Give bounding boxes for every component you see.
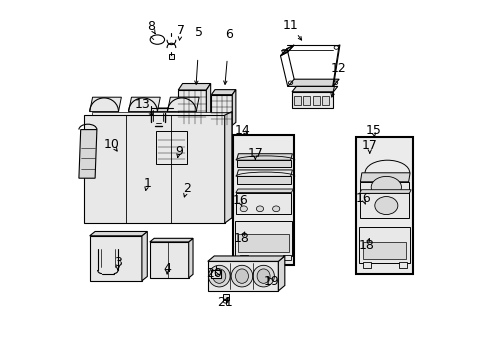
- Text: 7: 7: [177, 24, 184, 37]
- Ellipse shape: [208, 265, 230, 287]
- Polygon shape: [360, 173, 409, 182]
- Polygon shape: [178, 90, 206, 124]
- Polygon shape: [235, 193, 291, 214]
- Polygon shape: [156, 131, 186, 164]
- Text: 6: 6: [225, 28, 233, 41]
- Polygon shape: [236, 154, 292, 160]
- Polygon shape: [238, 234, 288, 252]
- Polygon shape: [232, 90, 235, 125]
- Polygon shape: [149, 238, 193, 242]
- Polygon shape: [280, 45, 294, 56]
- Bar: [321, 96, 328, 105]
- Polygon shape: [89, 97, 121, 112]
- Text: 14: 14: [234, 124, 250, 137]
- Polygon shape: [149, 242, 188, 278]
- Text: 11: 11: [282, 19, 298, 32]
- Text: 8: 8: [146, 20, 155, 33]
- Text: 20: 20: [205, 267, 222, 280]
- Bar: [312, 96, 319, 105]
- Polygon shape: [278, 256, 284, 291]
- Polygon shape: [154, 108, 175, 112]
- Text: 16: 16: [355, 192, 370, 205]
- Ellipse shape: [374, 197, 397, 215]
- Text: 13: 13: [135, 98, 150, 111]
- Text: 18: 18: [233, 232, 249, 245]
- Text: 2: 2: [183, 182, 190, 195]
- Polygon shape: [236, 160, 290, 167]
- Polygon shape: [178, 84, 210, 90]
- Polygon shape: [280, 45, 294, 56]
- Polygon shape: [206, 84, 210, 124]
- Text: 21: 21: [217, 296, 232, 309]
- Text: 1: 1: [143, 177, 151, 190]
- Bar: [283, 255, 291, 260]
- Text: 19: 19: [263, 275, 279, 288]
- Polygon shape: [236, 176, 290, 184]
- Polygon shape: [211, 90, 235, 95]
- Ellipse shape: [212, 269, 225, 283]
- Polygon shape: [91, 112, 231, 218]
- Text: 3: 3: [114, 256, 122, 269]
- Bar: [399, 262, 407, 268]
- Bar: [355, 137, 412, 274]
- Polygon shape: [291, 86, 337, 92]
- Text: 12: 12: [330, 62, 346, 75]
- Bar: [362, 262, 370, 268]
- Polygon shape: [142, 231, 147, 281]
- Polygon shape: [207, 261, 278, 291]
- Text: 16: 16: [232, 194, 247, 207]
- Polygon shape: [358, 227, 409, 263]
- Polygon shape: [359, 193, 408, 218]
- Polygon shape: [84, 115, 224, 223]
- Polygon shape: [291, 92, 333, 108]
- Bar: [223, 294, 228, 300]
- Polygon shape: [362, 242, 406, 259]
- Text: 18: 18: [358, 239, 374, 252]
- Polygon shape: [236, 170, 292, 176]
- Polygon shape: [128, 97, 160, 112]
- Bar: [303, 96, 310, 105]
- Text: 17: 17: [247, 147, 263, 160]
- Text: 5: 5: [195, 26, 203, 39]
- Ellipse shape: [370, 176, 401, 198]
- Polygon shape: [235, 189, 293, 193]
- Polygon shape: [360, 182, 408, 194]
- Polygon shape: [224, 112, 231, 223]
- Text: 15: 15: [365, 124, 381, 137]
- Polygon shape: [89, 236, 142, 281]
- Bar: [211, 270, 221, 278]
- Ellipse shape: [256, 206, 263, 212]
- Bar: [293, 96, 301, 105]
- Text: 17: 17: [361, 139, 377, 152]
- Bar: [240, 255, 247, 260]
- Polygon shape: [188, 238, 193, 278]
- Polygon shape: [79, 130, 97, 178]
- Bar: [168, 54, 174, 59]
- Text: 10: 10: [104, 138, 120, 150]
- Ellipse shape: [235, 269, 248, 283]
- Ellipse shape: [272, 206, 279, 212]
- Polygon shape: [287, 79, 339, 86]
- Polygon shape: [167, 97, 199, 112]
- Polygon shape: [234, 221, 292, 256]
- Ellipse shape: [240, 206, 247, 212]
- Polygon shape: [89, 231, 147, 236]
- Text: 9: 9: [175, 145, 183, 158]
- Polygon shape: [359, 190, 410, 193]
- Ellipse shape: [257, 269, 269, 283]
- Ellipse shape: [252, 265, 274, 287]
- Bar: [232, 135, 294, 265]
- Polygon shape: [207, 256, 284, 261]
- Polygon shape: [211, 95, 232, 125]
- Ellipse shape: [231, 265, 252, 287]
- Text: 4: 4: [163, 262, 171, 275]
